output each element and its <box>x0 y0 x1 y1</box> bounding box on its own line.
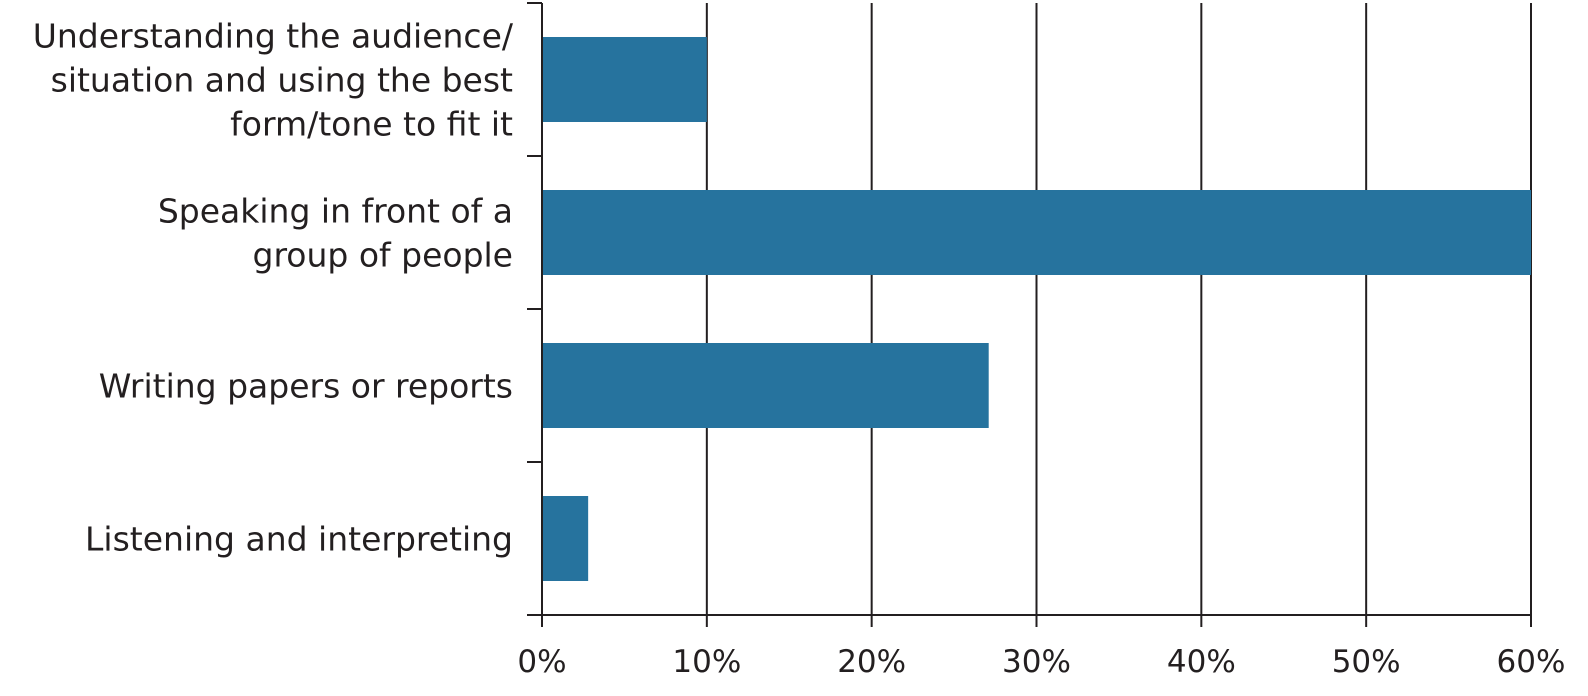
category-label-0-line-0: Understanding the audience/ <box>33 17 514 56</box>
category-labels: Understanding the audience/situation and… <box>33 17 514 559</box>
bar-3 <box>542 496 589 581</box>
category-label-1-line-0: Speaking in front of a <box>158 192 513 231</box>
x-tick-label-30: 30% <box>1002 644 1071 680</box>
bar-2 <box>542 343 989 428</box>
category-label-0-line-2: form/tone to fit it <box>230 105 513 144</box>
x-tick-label-60: 60% <box>1497 644 1566 680</box>
category-label-1-line-1: group of people <box>253 236 514 275</box>
category-label-2-line-0: Writing papers or reports <box>99 367 513 406</box>
x-tick-labels: 0% 10% 20% 30% 40% 50% 60% <box>517 644 1565 680</box>
bar-1 <box>542 190 1531 275</box>
x-tick-label-40: 40% <box>1167 644 1236 680</box>
category-label-3-line-0: Listening and interpreting <box>85 520 513 559</box>
x-tick-label-20: 20% <box>837 644 906 680</box>
x-tick-label-10: 10% <box>672 644 741 680</box>
gridlines <box>705 3 1532 627</box>
bar-0 <box>542 37 707 122</box>
bars <box>542 37 1531 581</box>
axes <box>527 2 1531 627</box>
category-label-0-line-1: situation and using the best <box>51 61 513 100</box>
x-tick-label-50: 50% <box>1332 644 1401 680</box>
x-tick-label-0: 0% <box>517 644 566 680</box>
